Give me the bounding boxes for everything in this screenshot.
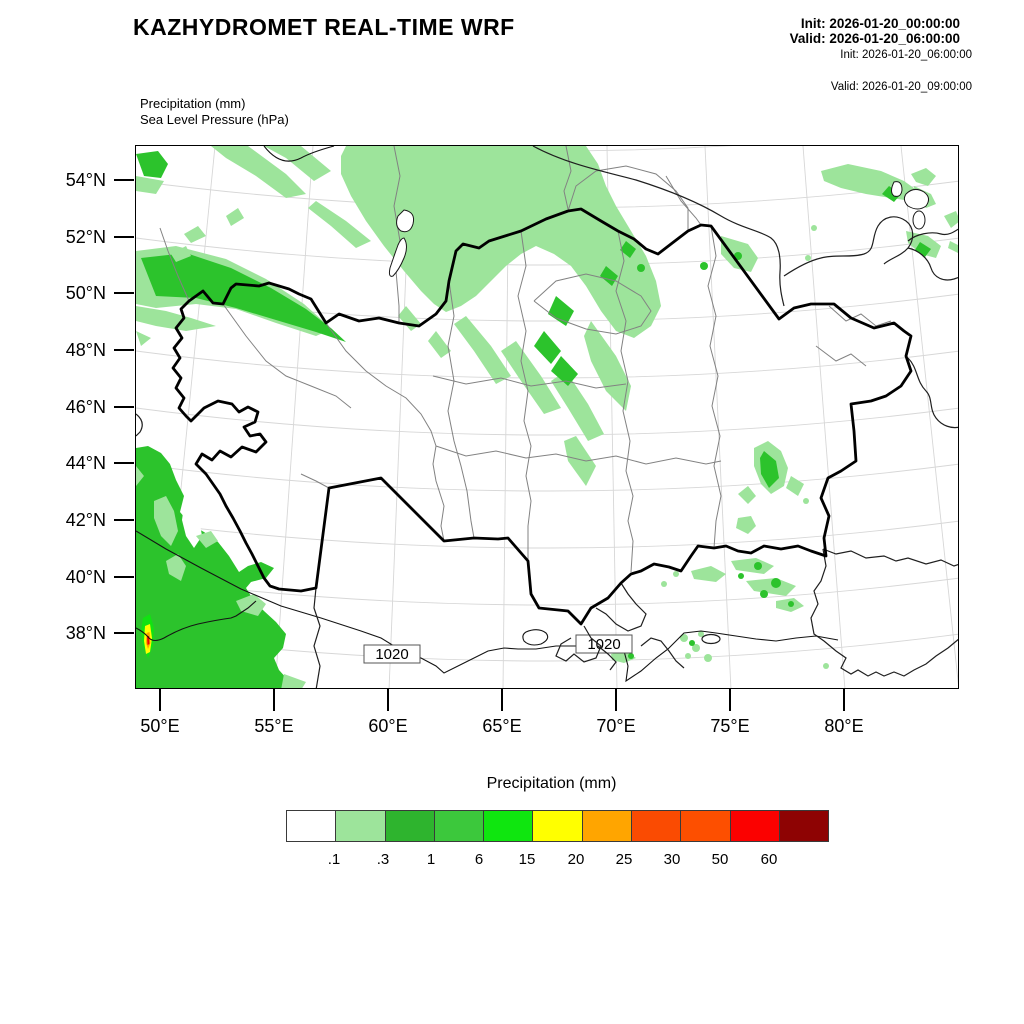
lon-label: 50°E <box>140 716 180 736</box>
valid-time-main: Valid: 2026-01-20_06:00:00 <box>789 31 960 46</box>
init-time-small: Init: 2026-01-20_06:00:00 <box>840 49 972 61</box>
lat-label: 40°N <box>65 567 106 587</box>
lon-tick <box>501 689 503 711</box>
legend-swatch <box>434 811 485 841</box>
lon-label: 75°E <box>710 716 750 736</box>
legend-swatch <box>533 811 583 841</box>
lat-tick <box>114 236 134 238</box>
lat-label: 46°N <box>65 397 106 417</box>
country-borders <box>136 146 958 688</box>
isobar-label-2: 1020 <box>587 636 620 653</box>
page-title: KAZHYDROMET REAL-TIME WRF <box>133 14 515 40</box>
lat-tick <box>114 292 134 294</box>
lon-tick <box>159 689 161 711</box>
legend-tick: 6 <box>474 851 484 868</box>
lon-tick <box>843 689 845 711</box>
contour-labels: 1020 1020 <box>363 634 633 664</box>
isobar-label-1: 1020 <box>375 646 408 663</box>
legend-swatch <box>730 811 780 841</box>
lon-label: 55°E <box>254 716 294 736</box>
legend-swatch <box>582 811 633 841</box>
legend-colorbar <box>286 810 830 842</box>
region-boundaries <box>159 146 892 573</box>
field-label-precipitation: Precipitation (mm) <box>140 96 246 111</box>
lat-label: 52°N <box>65 227 106 247</box>
lat-tick <box>114 462 134 464</box>
legend-tick: 60 <box>760 851 778 868</box>
lat-tick <box>114 632 134 634</box>
legend-swatch <box>484 811 534 841</box>
legend-tick: .3 <box>376 851 390 868</box>
lat-label: 50°N <box>65 283 106 303</box>
legend-swatch <box>779 811 829 841</box>
legend-swatch <box>385 811 435 841</box>
lat-label: 42°N <box>65 510 106 530</box>
lon-label: 60°E <box>368 716 408 736</box>
legend-tick: 20 <box>567 851 585 868</box>
legend-tick: 50 <box>711 851 729 868</box>
timestamp-block: Init: 2026-01-20_00:00:00 Valid: 2026-01… <box>790 16 960 46</box>
lat-tick <box>114 519 134 521</box>
lat-tick <box>114 406 134 408</box>
legend-tick: 15 <box>518 851 536 868</box>
lat-label: 48°N <box>65 340 106 360</box>
legend-swatch <box>336 811 386 841</box>
lat-label: 44°N <box>65 453 106 473</box>
lon-tick <box>615 689 617 711</box>
legend-tick: 1 <box>426 851 436 868</box>
lake-outlines <box>388 181 930 277</box>
legend-title: Precipitation (mm) <box>486 775 617 792</box>
lon-tick <box>387 689 389 711</box>
lat-label: 54°N <box>65 170 106 190</box>
map-graphics: 1020 1020 <box>136 146 958 688</box>
lon-label: 65°E <box>482 716 522 736</box>
map-canvas: 1020 1020 <box>135 145 959 689</box>
lat-label: 38°N <box>65 623 106 643</box>
legend-swatch <box>632 811 682 841</box>
kazakhstan-border <box>171 207 913 626</box>
legend-tick: .1 <box>327 851 341 868</box>
precipitation-overlay <box>136 146 958 688</box>
legend-swatch <box>287 811 337 841</box>
lat-tick <box>114 349 134 351</box>
legend-swatch <box>681 811 731 841</box>
lat-tick <box>114 179 134 181</box>
pressure-contour <box>136 146 839 683</box>
lon-tick <box>729 689 731 711</box>
lon-label: 70°E <box>596 716 636 736</box>
field-label-pressure: Sea Level Pressure (hPa) <box>140 112 289 127</box>
lon-label: 80°E <box>824 716 864 736</box>
lon-tick <box>273 689 275 711</box>
valid-time-small: Valid: 2026-01-20_09:00:00 <box>830 81 972 93</box>
legend-tick: 25 <box>615 851 633 868</box>
lat-tick <box>114 576 134 578</box>
init-time-main: Init: 2026-01-20_00:00:00 <box>800 16 960 31</box>
legend-tick: 30 <box>663 851 681 868</box>
